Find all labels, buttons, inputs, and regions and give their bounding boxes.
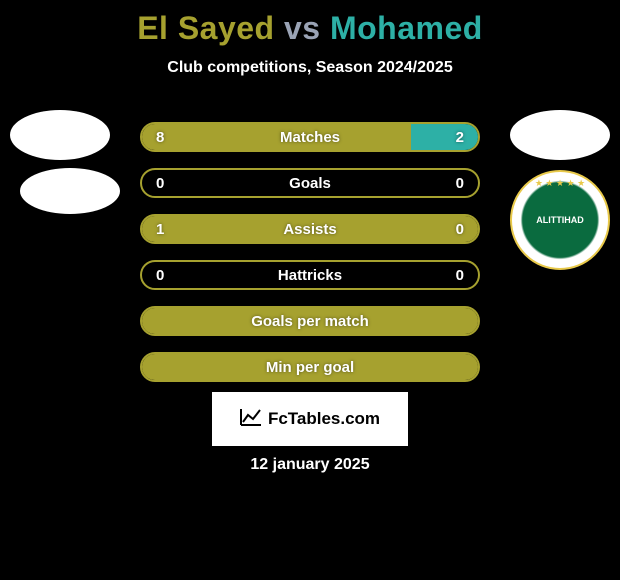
stat-bar: Min per goal — [140, 352, 480, 382]
player2-name: Mohamed — [330, 10, 483, 46]
stat-label: Min per goal — [142, 359, 478, 376]
stat-label: Assists — [142, 221, 478, 238]
stat-bar: 82Matches — [140, 122, 480, 152]
date-text: 12 january 2025 — [0, 456, 620, 474]
comparison-title: El Sayed vs Mohamed — [0, 0, 620, 47]
chart-icon — [240, 408, 262, 431]
stat-label: Matches — [142, 129, 478, 146]
player1-avatar — [10, 110, 110, 160]
player2-club-badge: ★ ★ ★ ★ ★ ALITTIHAD — [510, 170, 610, 270]
stat-bar: 10Assists — [140, 214, 480, 244]
stat-bar: Goals per match — [140, 306, 480, 336]
player1-name: El Sayed — [137, 10, 274, 46]
badge-label: ALITTIHAD — [536, 215, 584, 225]
stat-label: Goals per match — [142, 313, 478, 330]
stat-label: Hattricks — [142, 267, 478, 284]
stat-bars-container: 82Matches 00Goals 10Assists 00Hattricks Goal… — [140, 122, 480, 398]
stat-bar: 00Goals — [140, 168, 480, 198]
badge-stars-icon: ★ ★ ★ ★ ★ — [512, 178, 608, 189]
player2-avatar — [510, 110, 610, 160]
player1-club-badge — [20, 168, 120, 214]
subtitle: Club competitions, Season 2024/2025 — [0, 59, 620, 77]
watermark-text: FcTables.com — [268, 409, 380, 429]
stat-bar: 00Hattricks — [140, 260, 480, 290]
vs-text: vs — [284, 10, 321, 46]
watermark: FcTables.com — [212, 392, 408, 446]
stat-label: Goals — [142, 175, 478, 192]
